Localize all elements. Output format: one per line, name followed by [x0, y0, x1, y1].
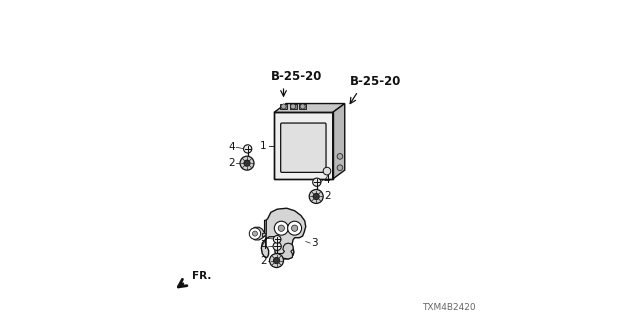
Text: B-25-20: B-25-20 [271, 70, 322, 83]
Circle shape [337, 154, 343, 159]
Circle shape [337, 165, 343, 171]
Circle shape [244, 145, 252, 153]
Text: 2: 2 [324, 191, 330, 202]
Circle shape [252, 231, 257, 236]
Text: 4: 4 [228, 142, 236, 152]
Circle shape [273, 242, 282, 251]
Bar [280, 104, 287, 109]
Circle shape [313, 178, 321, 186]
Circle shape [313, 193, 319, 200]
Circle shape [291, 225, 298, 231]
Circle shape [269, 253, 284, 268]
Circle shape [240, 156, 254, 170]
Text: FR.: FR. [191, 270, 211, 281]
Text: 4: 4 [260, 241, 267, 251]
Circle shape [309, 189, 323, 204]
Text: 3: 3 [311, 238, 317, 248]
Circle shape [323, 167, 331, 175]
Bar [290, 104, 296, 109]
Circle shape [273, 236, 281, 243]
Text: 4: 4 [324, 175, 330, 185]
Text: 5: 5 [260, 233, 267, 243]
Text: 1: 1 [259, 141, 266, 151]
Circle shape [273, 257, 280, 264]
Circle shape [281, 104, 286, 109]
Polygon shape [333, 104, 345, 179]
Circle shape [244, 160, 250, 166]
Polygon shape [274, 104, 345, 112]
Text: 2: 2 [260, 256, 267, 266]
Polygon shape [261, 208, 306, 259]
Circle shape [275, 221, 288, 235]
Polygon shape [279, 243, 293, 259]
Circle shape [287, 221, 301, 235]
Polygon shape [250, 220, 266, 240]
FancyBboxPatch shape [274, 112, 333, 179]
Circle shape [278, 225, 284, 231]
Text: 2: 2 [228, 158, 236, 168]
Circle shape [291, 104, 296, 109]
FancyBboxPatch shape [281, 123, 326, 172]
Text: B-25-20: B-25-20 [350, 75, 401, 88]
Circle shape [249, 228, 260, 239]
Text: TXM4B2420: TXM4B2420 [422, 303, 476, 312]
Circle shape [300, 104, 305, 109]
Bar [299, 104, 306, 109]
